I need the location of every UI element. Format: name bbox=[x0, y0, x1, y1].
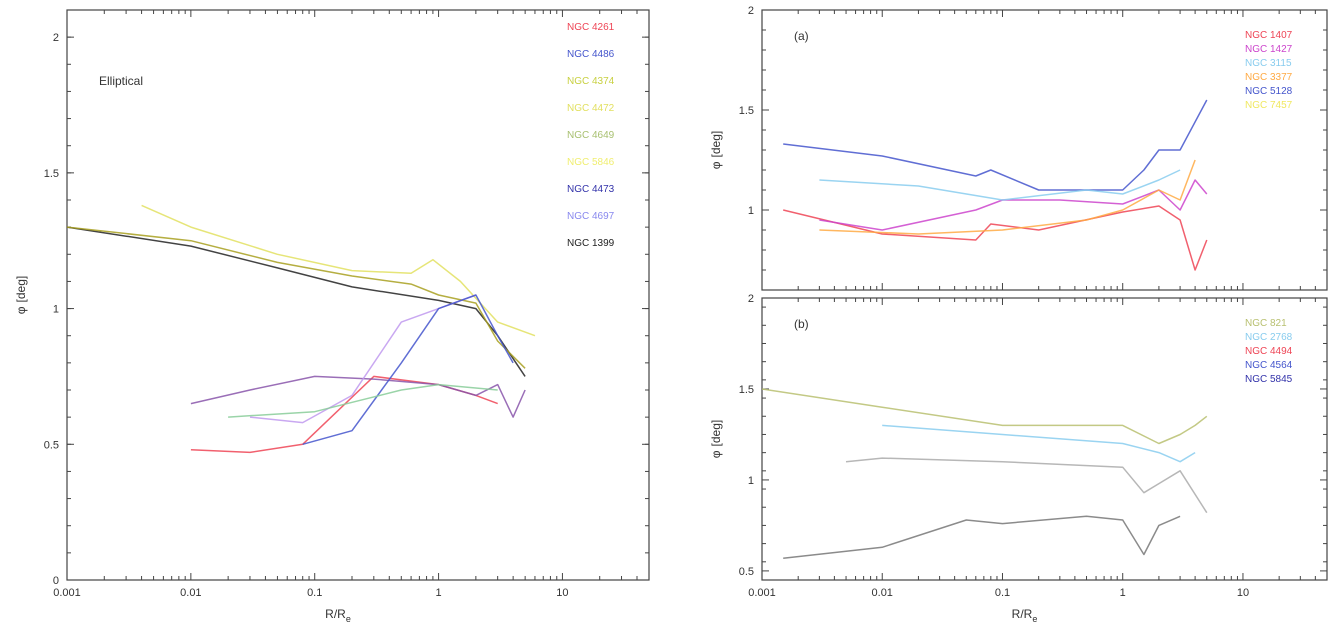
series-line-0 bbox=[67, 226, 526, 377]
series-line-3 bbox=[819, 169, 1181, 201]
x-tick-label: 0.001 bbox=[748, 587, 776, 599]
legend-entry: NGC 4697 bbox=[567, 211, 615, 222]
legend-entry: NGC 3377 bbox=[1245, 72, 1293, 83]
plot-frame bbox=[761, 297, 1328, 581]
series-line-7 bbox=[228, 383, 498, 418]
x-tick-label: 10 bbox=[556, 587, 568, 599]
legend-entry: NGC 1427 bbox=[1245, 44, 1293, 55]
series-line-2 bbox=[845, 457, 1208, 514]
legend-entry: NGC 4564 bbox=[1245, 360, 1293, 371]
legend-entry: NGC 4494 bbox=[1245, 346, 1293, 357]
x-axis-title: R/Re bbox=[1012, 607, 1038, 624]
series-line-0 bbox=[762, 388, 1208, 445]
series-group bbox=[762, 388, 1208, 559]
legend-entry: NGC 4374 bbox=[567, 76, 615, 87]
legend-entry: NGC 4486 bbox=[567, 49, 615, 60]
y-axis-title: φ [deg] bbox=[709, 420, 723, 458]
x-tick-label: 10 bbox=[1237, 587, 1249, 599]
legend-entry: NGC 4473 bbox=[567, 184, 615, 195]
x-tick-label: 0.1 bbox=[995, 587, 1010, 599]
y-tick-label: 1 bbox=[53, 304, 59, 316]
x-axis-symbol: R/R bbox=[1012, 607, 1033, 621]
series-line-1 bbox=[783, 205, 1208, 271]
y-tick-label: 2 bbox=[748, 5, 754, 17]
series-line-3 bbox=[783, 515, 1181, 559]
legend-entry: NGC 5845 bbox=[1245, 374, 1293, 385]
legend-entry: NGC 7457 bbox=[1245, 100, 1293, 111]
x-tick-label: 1 bbox=[1120, 587, 1126, 599]
y-tick-label: 1.5 bbox=[739, 105, 754, 117]
x-tick-label: 0.01 bbox=[872, 587, 893, 599]
y-axis-unit: [deg] bbox=[709, 420, 723, 447]
x-tick-label: 0.1 bbox=[307, 587, 322, 599]
series-line-2 bbox=[819, 179, 1208, 231]
series-group bbox=[67, 204, 536, 454]
y-axis-symbol: φ bbox=[709, 450, 723, 458]
y-axis-symbol: φ bbox=[14, 306, 28, 314]
series-line-5 bbox=[249, 294, 477, 424]
x-axis-title: R/Re bbox=[325, 607, 351, 624]
y-tick-label: 0 bbox=[53, 575, 59, 587]
series-group bbox=[783, 99, 1208, 271]
y-tick-label: 2 bbox=[53, 32, 59, 44]
y-tick-label: 1 bbox=[748, 475, 754, 487]
y-axis-symbol: φ bbox=[709, 161, 723, 169]
x-tick-label: 0.001 bbox=[53, 587, 81, 599]
y-tick-label: 0.5 bbox=[44, 439, 59, 451]
legend-entry: NGC 4472 bbox=[567, 103, 615, 114]
y-tick-label: 1.5 bbox=[739, 384, 754, 396]
x-axis-subscript: e bbox=[346, 614, 351, 624]
series-line-2 bbox=[141, 204, 536, 337]
x-tick-label: 1 bbox=[436, 587, 442, 599]
y-axis-title: φ [deg] bbox=[14, 276, 28, 314]
panel-label: (a) bbox=[794, 29, 809, 43]
x-axis-symbol: R/R bbox=[325, 607, 346, 621]
legend-entry: NGC 5128 bbox=[1245, 86, 1293, 97]
legend-entry: NGC 821 bbox=[1245, 318, 1287, 329]
legend-entry: NGC 2768 bbox=[1245, 332, 1293, 343]
panel-label: Elliptical bbox=[99, 74, 143, 88]
y-tick-label: 0.5 bbox=[739, 566, 754, 578]
series-line-1 bbox=[67, 226, 526, 369]
y-axis-unit: [deg] bbox=[709, 131, 723, 158]
series-line-6 bbox=[302, 294, 514, 446]
legend-entry: NGC 1407 bbox=[1245, 30, 1293, 41]
plot-frame bbox=[66, 9, 650, 581]
y-tick-label: 1 bbox=[748, 205, 754, 217]
series-line-1 bbox=[882, 424, 1196, 463]
chart-top-right: 1 1.5 2 φ [deg] (a) NGC 1407 NGC 1427 NGC 3115 NG… bbox=[709, 5, 1328, 291]
legend-entry: NGC 4649 bbox=[567, 130, 615, 141]
series-line-0 bbox=[783, 99, 1208, 191]
y-tick-label: 1.5 bbox=[44, 168, 59, 180]
series-line-4 bbox=[819, 159, 1196, 235]
legend-entry: NGC 4261 bbox=[567, 22, 615, 33]
y-axis-unit: [deg] bbox=[14, 276, 28, 303]
chart-left: 0.001 0.01 0.1 1 10 0 0.5 1 1.5 2 φ [deg] R/Re Ellipt… bbox=[14, 9, 650, 624]
y-tick-label: 2 bbox=[748, 293, 754, 305]
series-line-4 bbox=[190, 375, 526, 418]
x-tick-label: 0.01 bbox=[180, 587, 201, 599]
panel-label: (b) bbox=[794, 317, 809, 331]
plot-frame bbox=[761, 9, 1328, 291]
legend-entry: NGC 1399 bbox=[567, 238, 615, 249]
legend-entry: NGC 3115 bbox=[1245, 58, 1292, 69]
x-axis-subscript: e bbox=[1032, 614, 1037, 624]
y-axis-title: φ [deg] bbox=[709, 131, 723, 169]
legend-entry: NGC 5846 bbox=[567, 157, 615, 168]
chart-bottom-right: 0.001 0.01 0.1 1 10 0.5 1 1.5 2 φ [deg] R/Re (b) NGC … bbox=[709, 293, 1328, 624]
